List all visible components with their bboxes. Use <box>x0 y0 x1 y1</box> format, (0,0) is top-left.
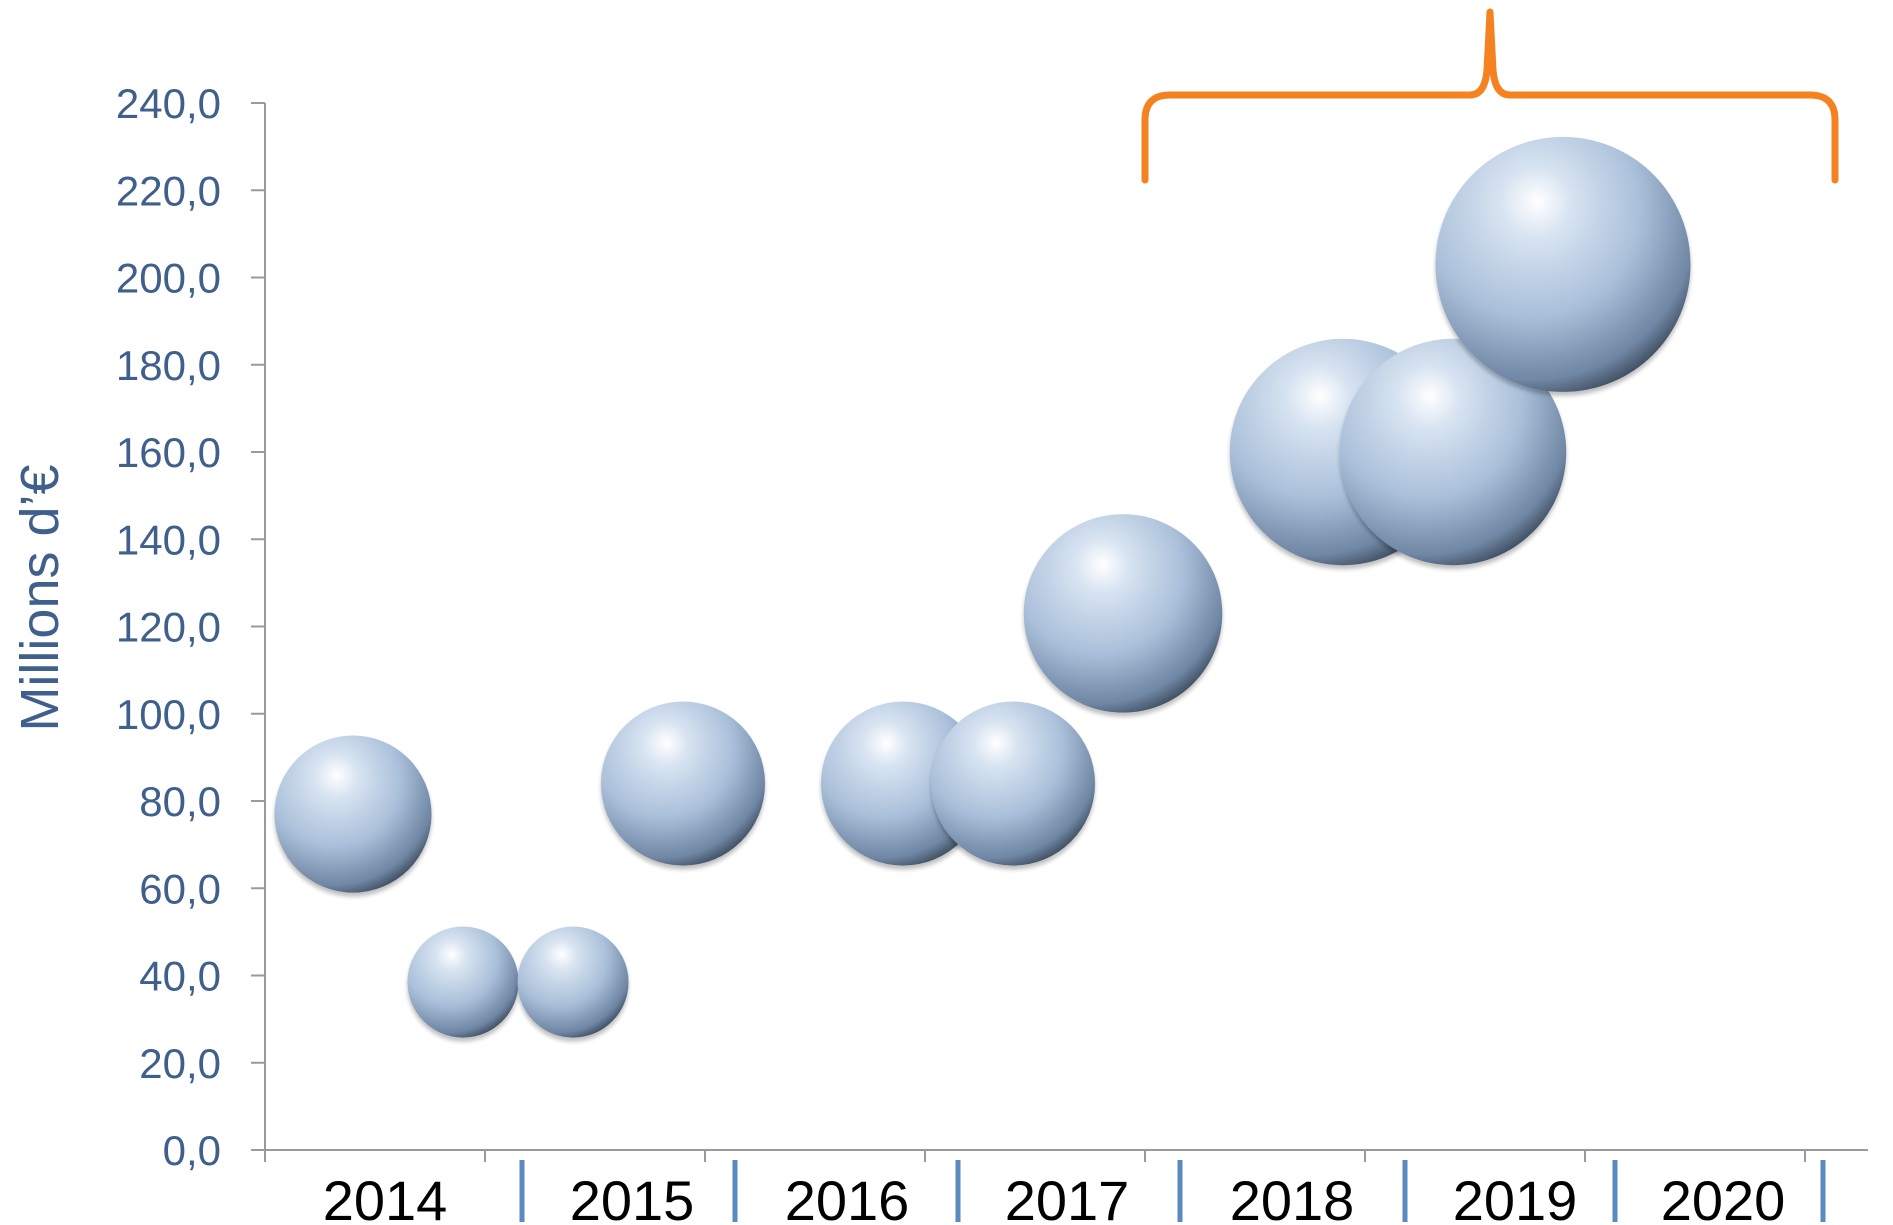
x-tick-label: 2014 <box>323 1169 448 1225</box>
bubble <box>1023 514 1223 713</box>
x-tick-label: 2015 <box>570 1169 695 1225</box>
y-tick-label: 220,0 <box>116 167 221 214</box>
y-tick-label: 20,0 <box>139 1040 221 1087</box>
bubble <box>517 926 629 1038</box>
y-axis-label: Millions d’€ <box>10 464 70 731</box>
bubble <box>274 735 432 893</box>
y-tick-label: 60,0 <box>139 865 221 912</box>
x-tick-label: 2019 <box>1453 1169 1578 1225</box>
x-tick-label: 2020 <box>1661 1169 1786 1225</box>
bubble <box>1435 136 1691 392</box>
y-tick-label: 100,0 <box>116 691 221 738</box>
y-tick-label: 40,0 <box>139 953 221 1000</box>
y-axis: 0,0 20,0 40,0 60,0 80,0 100,0 120,0 140,0 160,0 1… <box>116 80 266 1174</box>
x-axis: 2014 2015 2016 2017 2018 2019 2020 <box>264 1149 1868 1225</box>
y-tick-label: 0,0 <box>163 1127 221 1174</box>
x-tick-label: 2018 <box>1230 1169 1355 1225</box>
y-tick-label: 200,0 <box>116 255 221 302</box>
bubble <box>930 701 1096 866</box>
bubble <box>600 701 766 866</box>
brace-path <box>1141 8 1839 184</box>
y-tick-label: 80,0 <box>139 778 221 825</box>
bubble <box>407 926 519 1038</box>
y-tick-label: 180,0 <box>116 342 221 389</box>
bubble-series <box>274 136 1691 1038</box>
x-tick-label: 2017 <box>1005 1169 1130 1225</box>
brace-annotation <box>1141 8 1839 184</box>
y-tick-label: 160,0 <box>116 429 221 476</box>
x-tick-label: 2016 <box>785 1169 910 1225</box>
y-tick-label: 140,0 <box>116 516 221 563</box>
y-tick-label: 240,0 <box>116 80 221 127</box>
y-tick-label: 120,0 <box>116 604 221 651</box>
bubble <box>1339 338 1567 566</box>
